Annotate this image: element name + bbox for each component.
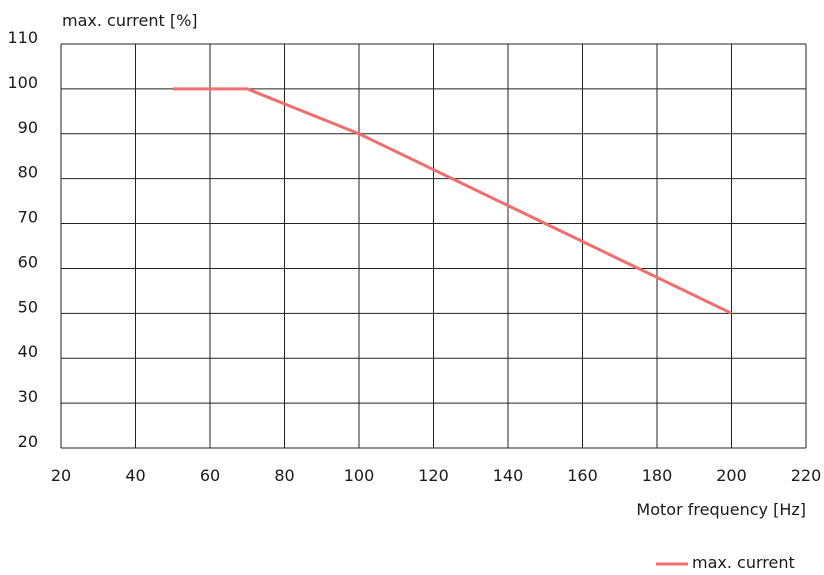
series-lines <box>172 87 733 315</box>
y-tick-label: 90 <box>18 118 38 137</box>
y-tick-label: 110 <box>7 28 38 47</box>
x-tick-label: 140 <box>493 466 524 485</box>
x-tick-label: 180 <box>642 466 673 485</box>
series-line-max-current <box>172 87 733 315</box>
tick-labels: 20 30 40 50 60 70 80 90 100 110 20 40 60 80 100 120 140 1… <box>7 28 821 485</box>
grid <box>60 43 807 449</box>
x-tick-label: 160 <box>567 466 598 485</box>
x-tick-label: 40 <box>125 466 145 485</box>
y-tick-label: 40 <box>18 342 38 361</box>
x-tick-label: 100 <box>344 466 375 485</box>
y-tick-label: 50 <box>18 297 38 316</box>
y-tick-label: 30 <box>18 387 38 406</box>
x-tick-label: 120 <box>418 466 449 485</box>
y-axis-label: max. current [%] <box>62 11 198 30</box>
y-tick-label: 20 <box>18 432 38 451</box>
x-axis-label: Motor frequency [Hz] <box>636 500 806 519</box>
y-tick-label: 60 <box>18 252 38 271</box>
y-tick-label: 100 <box>7 73 38 92</box>
x-tick-label: 80 <box>274 466 294 485</box>
x-tick-label: 200 <box>716 466 747 485</box>
x-tick-label: 60 <box>200 466 220 485</box>
legend-label: max. current <box>692 553 795 572</box>
legend: max. current <box>656 553 795 572</box>
y-tick-label: 70 <box>18 208 38 227</box>
y-tick-label: 80 <box>18 163 38 182</box>
x-tick-label: 20 <box>51 466 71 485</box>
x-tick-label: 220 <box>791 466 822 485</box>
